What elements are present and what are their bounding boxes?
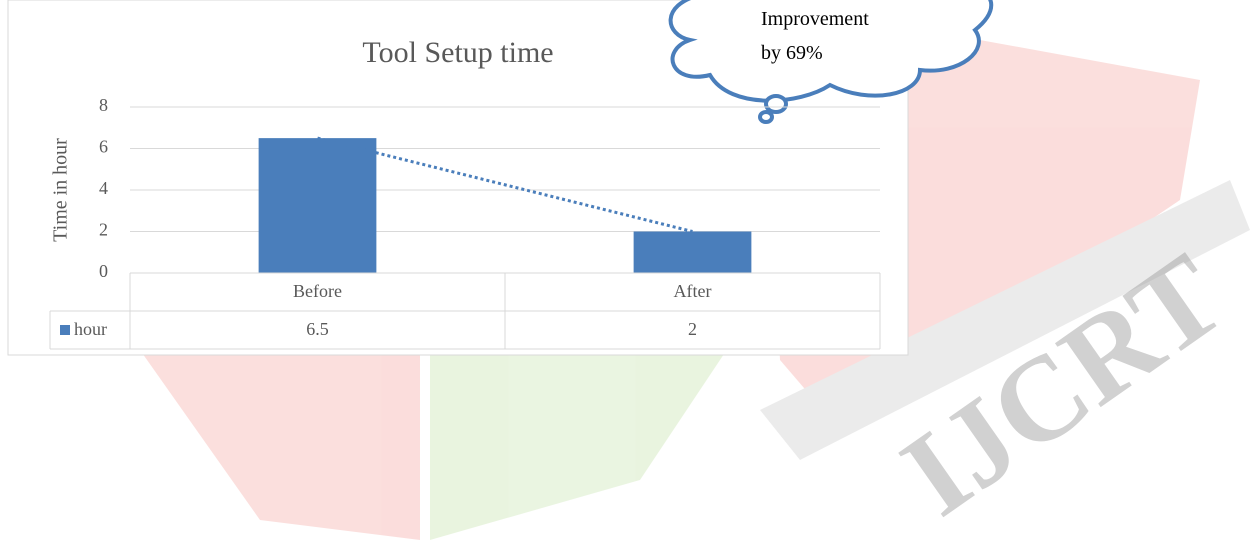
table-value: 2 [688,319,697,339]
watermark-shape [140,330,420,540]
x-tick-label: After [674,281,712,301]
x-tick-label: Before [293,281,342,301]
y-tick-label: 0 [99,261,108,281]
page: {"watermark": "IJCRT", "chart_data": {"t… [0,0,1254,541]
watermark-shape [430,330,740,540]
chart: IJCRT Tool Setup time Time in hour Impro… [0,0,1254,541]
legend-label: hour [74,319,107,339]
chart-title: Tool Setup time [362,36,553,69]
bar [259,138,377,273]
bar [634,232,752,274]
callout-bubble [766,96,786,112]
y-tick-label: 6 [99,137,108,157]
y-tick-label: 4 [99,178,108,198]
legend-swatch [60,325,70,335]
y-axis-label: Time in hour [50,138,72,242]
callout-text-box: Improvement by 69% [761,2,901,78]
callout-bubble [760,112,772,122]
y-tick-label: 8 [99,95,108,115]
y-tick-label: 2 [99,220,108,240]
table-value: 6.5 [306,319,329,339]
annotation: Improvement by 69% [761,2,883,70]
